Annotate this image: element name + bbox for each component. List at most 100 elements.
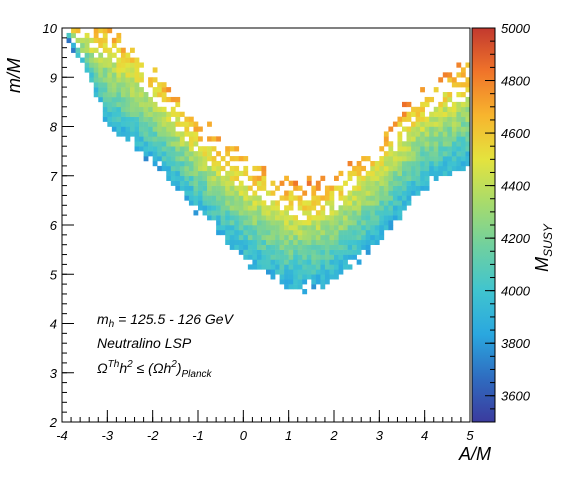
heatmap-cell bbox=[460, 165, 466, 172]
heatmap-cell bbox=[383, 165, 389, 172]
heatmap-cell bbox=[184, 170, 190, 177]
heatmap-cell bbox=[261, 225, 267, 231]
heatmap-cell bbox=[266, 264, 271, 270]
heatmap-cell bbox=[447, 146, 453, 152]
heatmap-cell bbox=[175, 131, 181, 137]
heatmap-cell bbox=[125, 126, 131, 132]
heatmap-cell bbox=[93, 92, 99, 98]
heatmap-cell bbox=[297, 225, 303, 231]
heatmap-cell bbox=[143, 116, 149, 122]
heatmap-cell bbox=[166, 175, 172, 181]
heatmap-cell bbox=[198, 185, 203, 191]
heatmap-cell bbox=[111, 82, 117, 88]
heatmap-cell bbox=[179, 156, 185, 162]
heatmap-cell bbox=[451, 131, 457, 137]
heatmap-cell bbox=[288, 274, 294, 280]
colorbar-tick-label: 4400 bbox=[501, 179, 531, 194]
heatmap-cell bbox=[293, 259, 299, 265]
heatmap-cell bbox=[243, 190, 249, 196]
heatmap-cell bbox=[234, 205, 240, 211]
heatmap-cell bbox=[261, 200, 267, 206]
heatmap-cell bbox=[116, 72, 122, 78]
heatmap-cell bbox=[415, 131, 421, 137]
heatmap-cell bbox=[252, 195, 258, 201]
heatmap-cell bbox=[148, 146, 153, 152]
heatmap-cell bbox=[311, 195, 317, 201]
heatmap-cell bbox=[102, 101, 108, 108]
heatmap-cell bbox=[125, 92, 131, 98]
heatmap-cell bbox=[270, 249, 276, 255]
heatmap-cell bbox=[406, 180, 412, 186]
heatmap-cell bbox=[116, 111, 122, 117]
heatmap-cell bbox=[320, 279, 326, 285]
heatmap-cell bbox=[279, 229, 285, 236]
heatmap-cell bbox=[420, 141, 425, 147]
heatmap-cell bbox=[338, 225, 344, 231]
heatmap-cell bbox=[284, 269, 289, 275]
heatmap-cell bbox=[216, 205, 221, 211]
heatmap-cell bbox=[284, 220, 289, 226]
heatmap-cell bbox=[275, 269, 280, 275]
heatmap-cell bbox=[252, 234, 258, 241]
heatmap-cell bbox=[306, 254, 312, 260]
heatmap-cell bbox=[234, 215, 240, 221]
heatmap-cell bbox=[229, 170, 235, 177]
heatmap-cell bbox=[442, 151, 448, 157]
heatmap-cell bbox=[356, 175, 362, 181]
heatmap-cell bbox=[293, 229, 299, 236]
heatmap-cell bbox=[157, 121, 163, 127]
heatmap-cell bbox=[338, 234, 344, 241]
heatmap-cell bbox=[102, 37, 108, 44]
heatmap-cell bbox=[397, 180, 403, 186]
heatmap-cell bbox=[406, 146, 412, 152]
heatmap-cell bbox=[324, 229, 330, 236]
heatmap-cell bbox=[374, 239, 380, 245]
heatmap-cell bbox=[166, 170, 172, 177]
heatmap-cell bbox=[415, 116, 421, 122]
heatmap-cell bbox=[297, 249, 303, 255]
heatmap-cell bbox=[370, 165, 376, 172]
heatmap-cell bbox=[456, 151, 462, 157]
heatmap-cell bbox=[397, 200, 403, 206]
heatmap-cell bbox=[266, 244, 271, 250]
heatmap-cell bbox=[402, 180, 407, 186]
heatmap-cell bbox=[134, 106, 140, 113]
heatmap-cell bbox=[256, 165, 262, 172]
heatmap-cell bbox=[225, 200, 231, 206]
heatmap-cell bbox=[361, 156, 367, 162]
heatmap-cell bbox=[320, 229, 326, 236]
heatmap-cell bbox=[315, 225, 321, 231]
heatmap-cell bbox=[343, 200, 348, 206]
heatmap-cell bbox=[184, 165, 190, 172]
heatmap-cell bbox=[220, 165, 226, 172]
heatmap-cell bbox=[84, 42, 90, 48]
heatmap-cell bbox=[288, 180, 294, 186]
heatmap-cell bbox=[266, 254, 271, 260]
heatmap-cell bbox=[347, 225, 353, 231]
heatmap-cell bbox=[302, 264, 308, 270]
heatmap-cell bbox=[411, 131, 416, 137]
heatmap-cell bbox=[256, 259, 262, 265]
heatmap-cell bbox=[388, 190, 394, 196]
heatmap-cell bbox=[429, 156, 435, 162]
heatmap-cell bbox=[166, 156, 172, 162]
heatmap-cell bbox=[365, 190, 371, 196]
heatmap-cell bbox=[302, 279, 308, 285]
heatmap-cell bbox=[111, 67, 117, 73]
heatmap-cell bbox=[193, 136, 199, 142]
heatmap-cell bbox=[424, 160, 430, 167]
heatmap-cell bbox=[102, 116, 108, 122]
heatmap-cell bbox=[451, 82, 457, 88]
heatmap-cell bbox=[288, 239, 294, 245]
heatmap-cell bbox=[374, 210, 380, 216]
x-axis-label: A/M bbox=[458, 444, 491, 464]
heatmap-cell bbox=[442, 170, 448, 177]
heatmap-cell bbox=[311, 205, 317, 211]
heatmap-cell bbox=[356, 215, 362, 221]
heatmap-cell bbox=[179, 121, 185, 127]
heatmap-cell bbox=[397, 170, 403, 177]
heatmap-cell bbox=[93, 32, 99, 39]
heatmap-cell bbox=[252, 180, 258, 186]
heatmap-cell bbox=[402, 151, 407, 157]
heatmap-cell bbox=[420, 116, 425, 122]
